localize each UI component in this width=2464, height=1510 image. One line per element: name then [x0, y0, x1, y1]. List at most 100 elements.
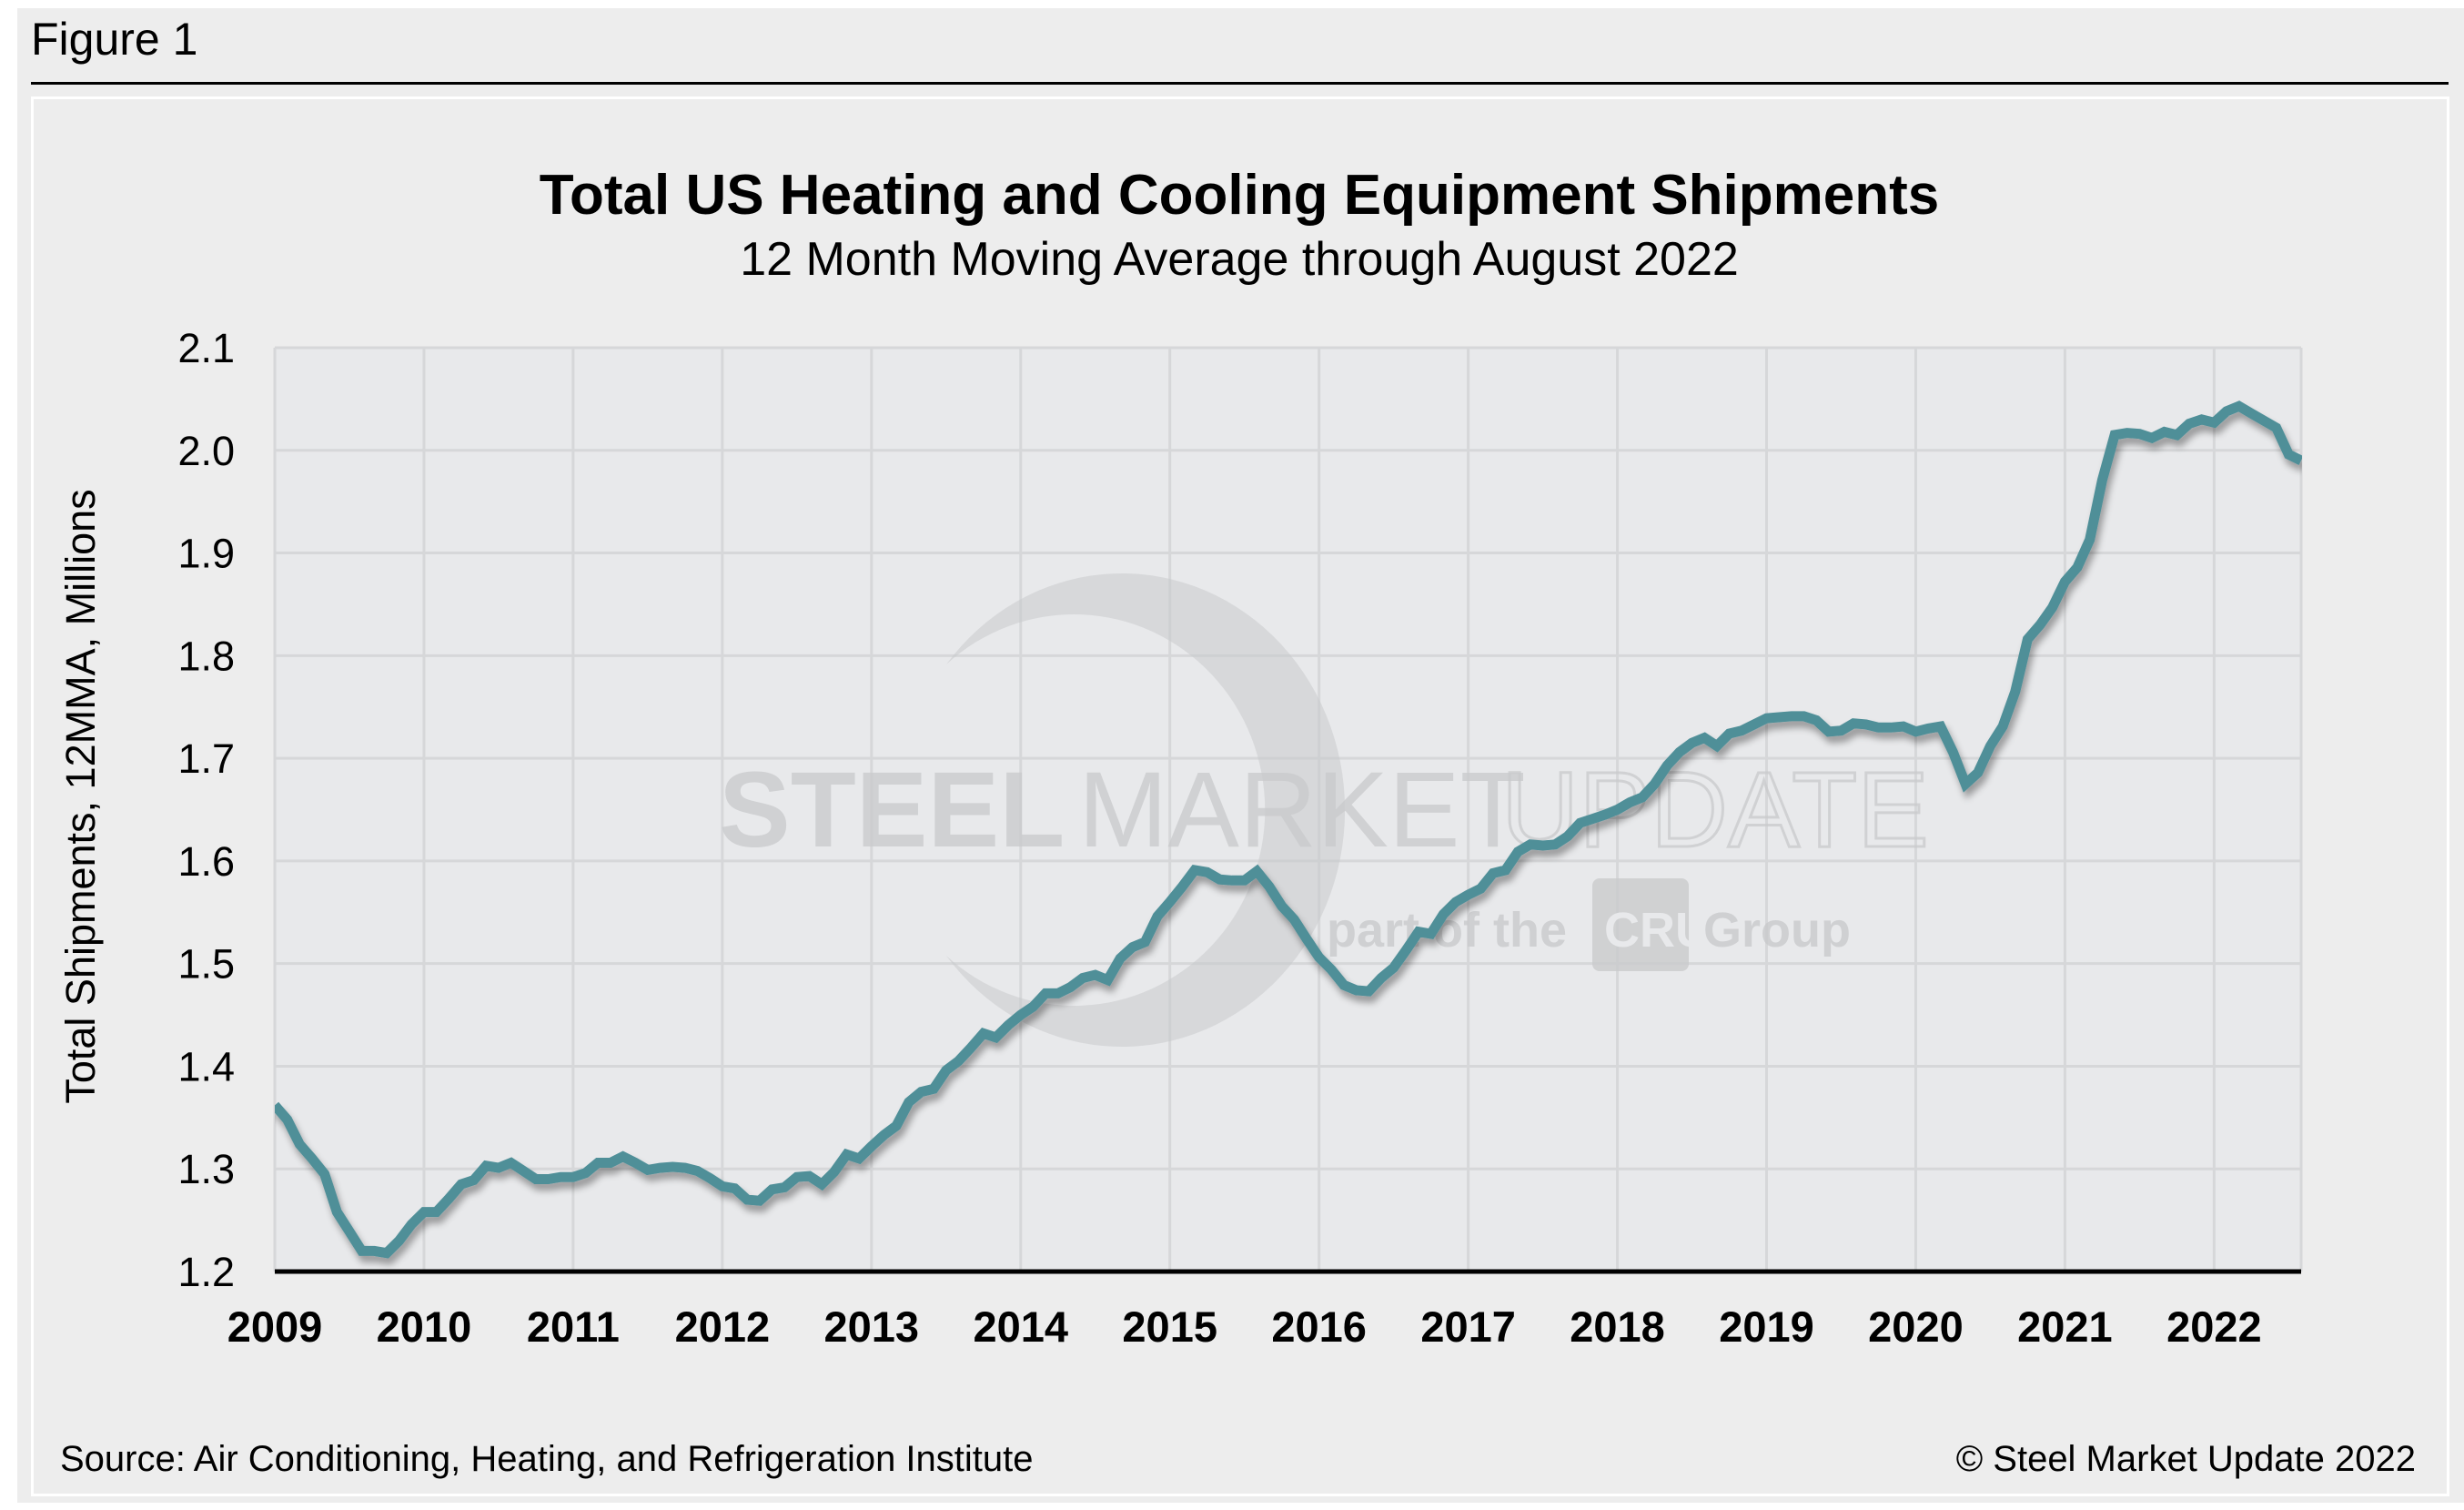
data-point [682, 1164, 689, 1171]
data-point [1104, 977, 1111, 984]
x-tick-label: 2021 [2017, 1302, 2113, 1351]
data-point [582, 1170, 590, 1177]
data-point [1378, 975, 1385, 982]
data-point [557, 1173, 564, 1181]
data-point [2210, 419, 2217, 426]
data-point [1651, 780, 1659, 787]
data-point [1913, 728, 1920, 735]
data-point [1763, 714, 1771, 722]
data-point [1365, 988, 1372, 995]
x-axis-ticks: 2009 2010 2011 2012 2013 2014 2015 2016 2017 2018… [227, 1302, 2262, 1351]
data-point [2111, 431, 2118, 439]
data-point [2173, 431, 2180, 439]
data-point [1017, 1011, 1025, 1018]
data-point [570, 1173, 577, 1181]
data-point [1042, 989, 1049, 997]
data-point [1066, 984, 1074, 991]
data-point [2124, 430, 2131, 437]
chart-subtitle: 12 Month Moving Average through August 2… [740, 233, 1739, 286]
data-point [2297, 457, 2305, 464]
y-tick-label: 1.8 [177, 633, 235, 679]
data-point [1204, 868, 1211, 876]
x-tick-label: 2019 [1719, 1302, 1814, 1351]
data-point [1676, 748, 1683, 755]
data-point [1502, 866, 1510, 874]
data-point [719, 1182, 726, 1190]
watermark-cru: CRU [1604, 903, 1711, 958]
data-point [743, 1196, 751, 1203]
watermark-swoosh-icon [946, 573, 1346, 1048]
data-point [1726, 730, 1733, 737]
data-point [918, 1089, 925, 1096]
source-note: Source: Air Conditioning, Heating, and R… [60, 1439, 1034, 1479]
data-point [346, 1228, 353, 1235]
data-point [1887, 724, 1894, 731]
data-point [333, 1209, 340, 1216]
x-tick-label: 2009 [227, 1302, 323, 1351]
data-point [1390, 964, 1398, 971]
data-point [1801, 713, 1808, 720]
x-tick-label: 2014 [973, 1302, 1068, 1351]
data-point [2247, 410, 2255, 417]
data-point [1241, 877, 1248, 884]
data-point [1154, 913, 1161, 920]
x-tick-label: 2016 [1271, 1302, 1367, 1351]
data-point [1340, 981, 1348, 988]
data-point [1490, 869, 1497, 877]
data-point [1626, 799, 1633, 806]
watermark-market: MARKET [1078, 750, 1526, 870]
data-point [1228, 877, 1236, 884]
x-tick-label: 2017 [1420, 1302, 1516, 1351]
data-point [545, 1176, 552, 1183]
data-point [1863, 721, 1870, 728]
data-point [657, 1164, 664, 1171]
data-point [1999, 723, 2006, 730]
data-point [1353, 987, 1360, 994]
data-point [1129, 944, 1136, 951]
data-point [930, 1085, 937, 1092]
data-point [1191, 866, 1198, 874]
y-tick-label: 1.5 [177, 941, 235, 988]
data-point [383, 1250, 390, 1257]
data-point [1316, 954, 1323, 961]
data-point [396, 1237, 403, 1244]
data-point [1303, 936, 1310, 943]
data-point [408, 1221, 415, 1228]
data-point [433, 1209, 440, 1216]
y-tick-label: 2.0 [177, 428, 235, 474]
data-point [2098, 477, 2106, 484]
data-point [2061, 578, 2068, 585]
x-tick-label: 2022 [2166, 1302, 2262, 1351]
data-point [732, 1185, 739, 1192]
x-tick-label: 2013 [824, 1302, 920, 1351]
y-tick-label: 2.1 [177, 325, 235, 371]
data-point [2223, 408, 2230, 415]
data-point [644, 1166, 651, 1173]
data-point [881, 1131, 888, 1139]
data-point [321, 1171, 328, 1178]
series-group [275, 400, 2305, 1259]
data-point [1465, 891, 1472, 898]
data-point [706, 1174, 713, 1181]
figure-label: Figure 1 [31, 14, 198, 65]
data-point [954, 1058, 962, 1065]
data-point [1949, 748, 1956, 755]
data-point [793, 1173, 801, 1181]
data-point [1178, 883, 1186, 890]
data-point [1166, 898, 1174, 906]
data-point [2136, 431, 2143, 438]
data-point [1788, 713, 1795, 720]
data-point [1540, 842, 1547, 849]
data-point [2049, 603, 2056, 611]
data-point [1514, 848, 1521, 856]
data-point [1402, 947, 1409, 954]
data-point [905, 1099, 913, 1106]
data-point [1452, 898, 1459, 906]
data-point [520, 1168, 527, 1175]
data-point [855, 1155, 863, 1162]
data-point [1527, 841, 1534, 848]
data-point [1825, 728, 1833, 735]
x-tick-label: 2015 [1122, 1302, 1217, 1351]
data-point [1439, 911, 1447, 918]
data-point [843, 1150, 851, 1158]
